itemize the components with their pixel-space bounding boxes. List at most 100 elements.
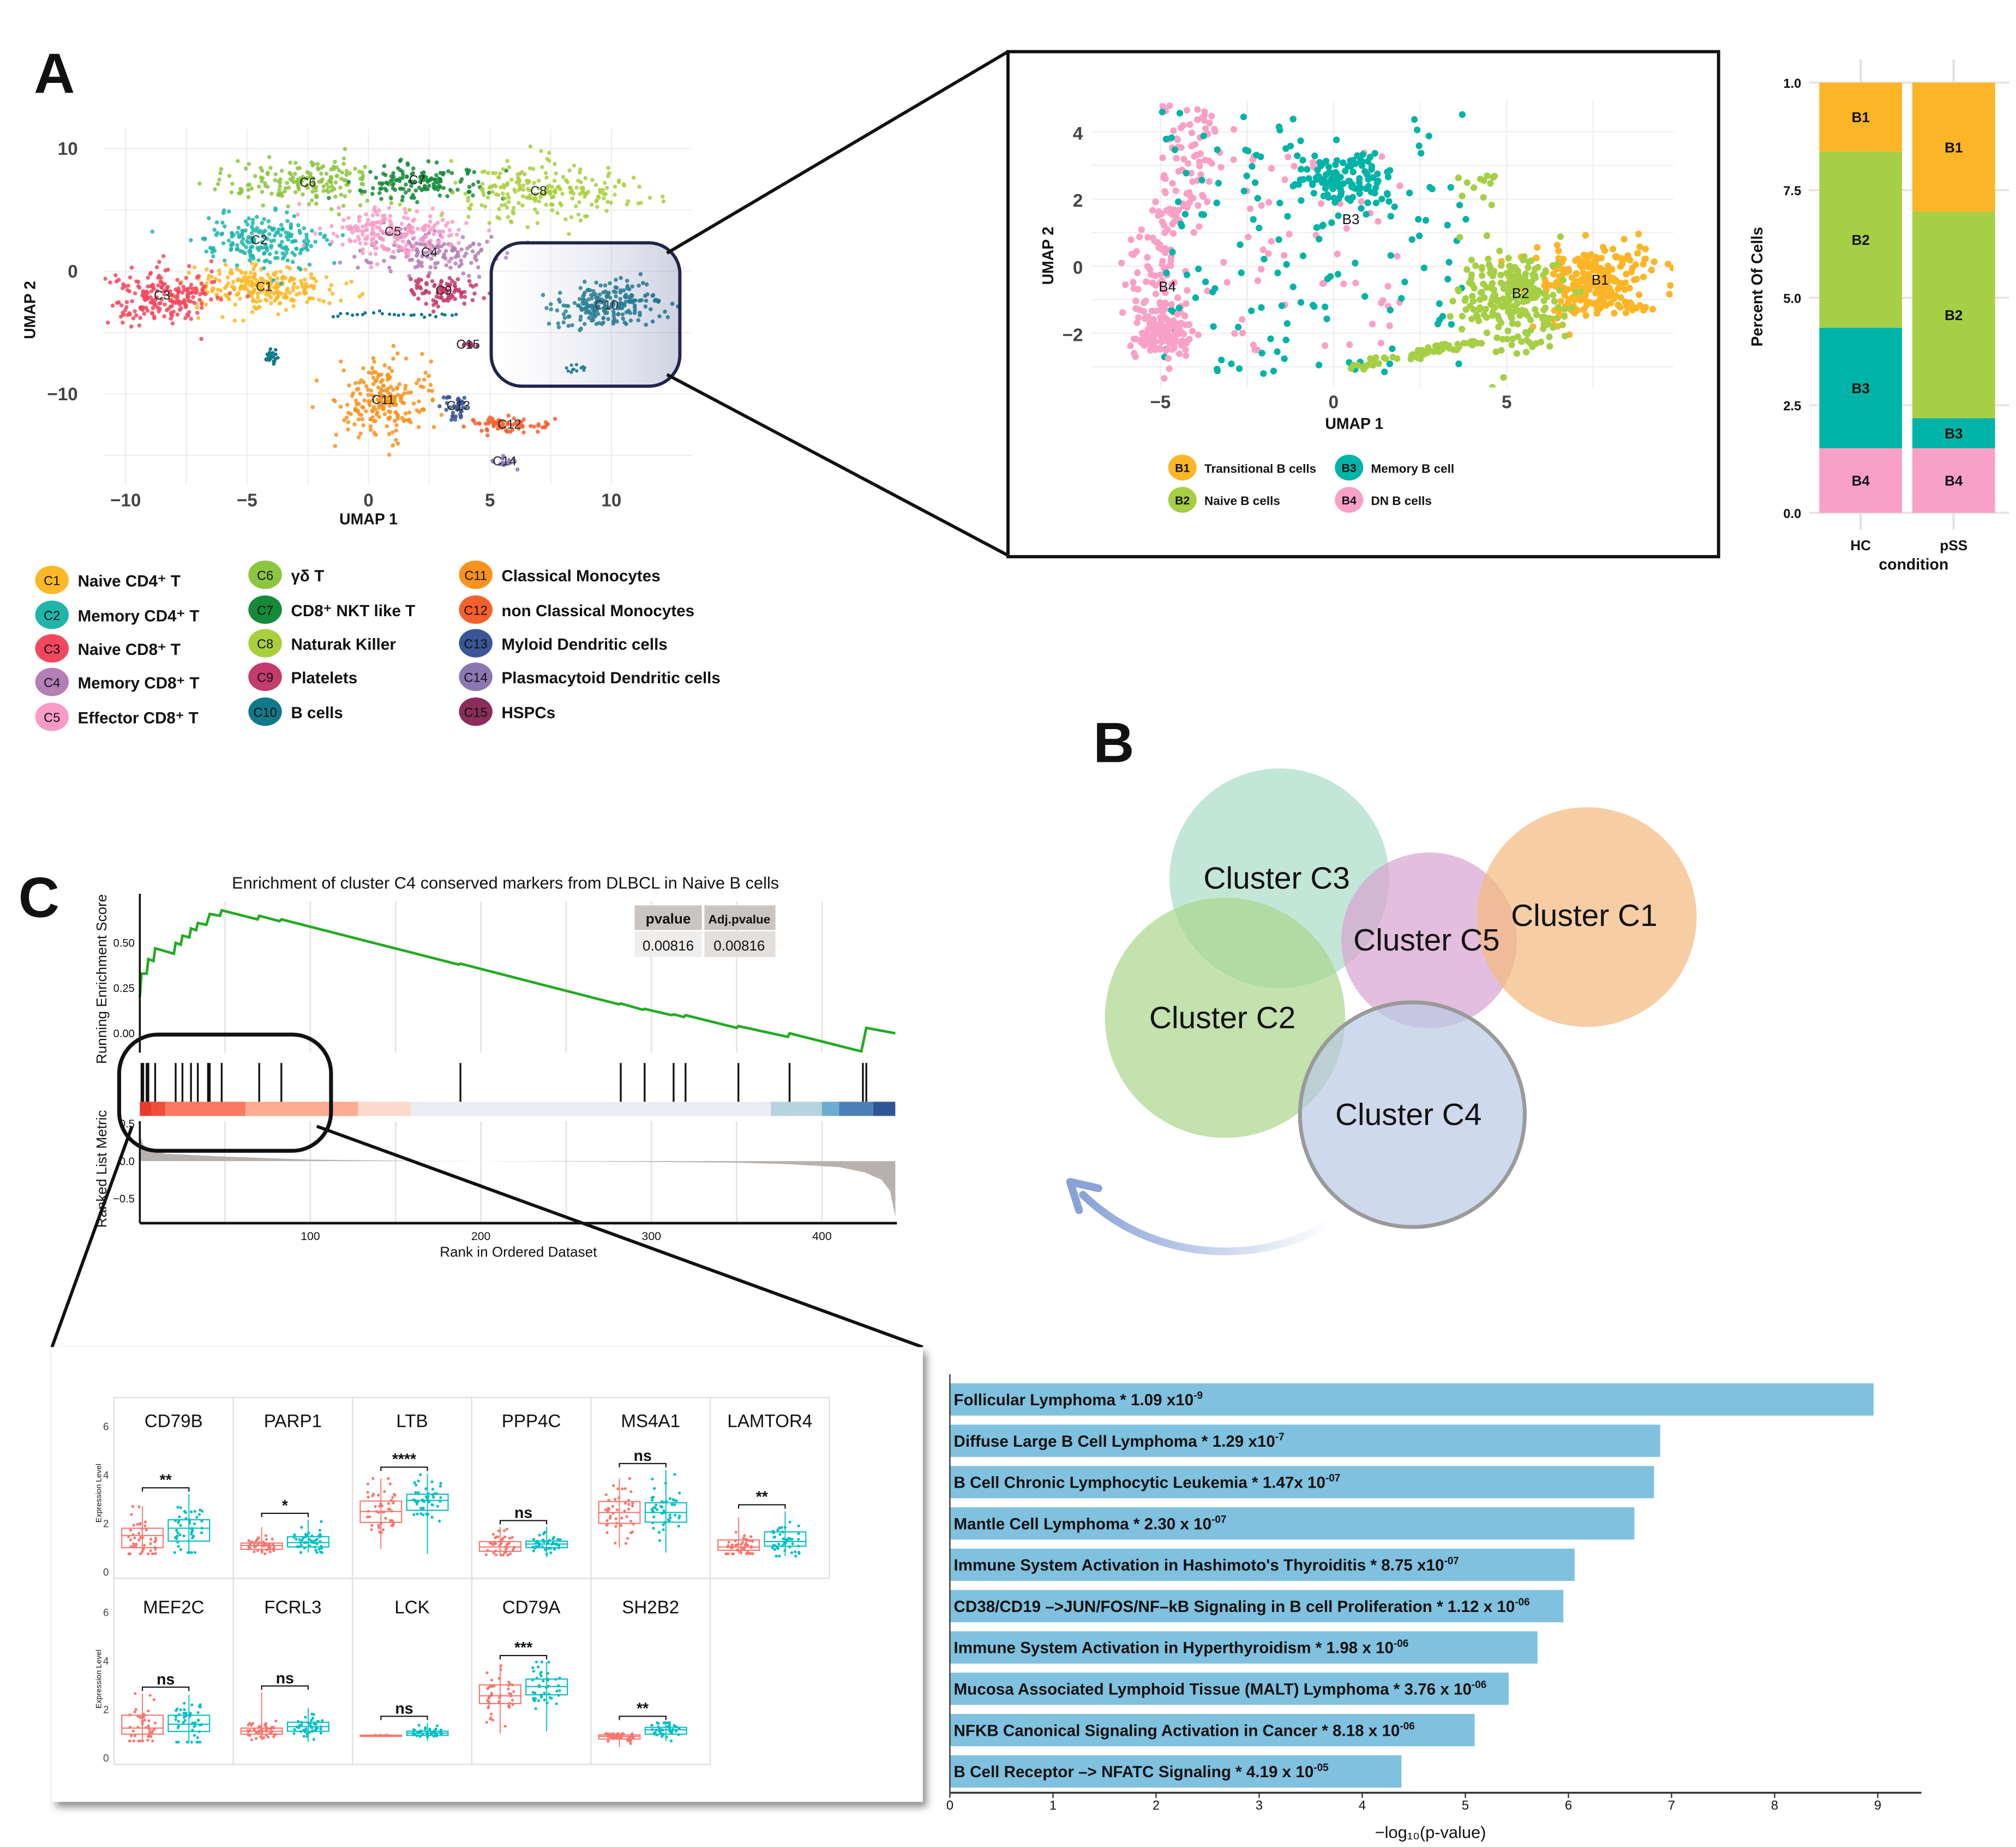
umap-point-c2 bbox=[244, 245, 249, 250]
umap-point-c6 bbox=[247, 162, 251, 166]
umap-point-c8 bbox=[501, 167, 505, 172]
umap-point-c1 bbox=[243, 270, 248, 275]
umap-b-point-b4 bbox=[1251, 346, 1258, 353]
significance-bracket bbox=[499, 1520, 548, 1525]
umap-b-point-b2 bbox=[1500, 374, 1507, 381]
jitter-point bbox=[293, 1728, 296, 1731]
jitter-point bbox=[128, 1713, 131, 1717]
umap-point-c4 bbox=[473, 254, 478, 258]
jitter-point bbox=[247, 1539, 250, 1542]
umap-point-c6 bbox=[293, 160, 298, 165]
jitter-point bbox=[664, 1500, 668, 1503]
jitter-point bbox=[734, 1539, 737, 1543]
umap-b-point-b4 bbox=[1190, 228, 1197, 236]
umap-point-c7 bbox=[472, 170, 477, 175]
umap-point-c2 bbox=[289, 234, 293, 238]
jitter-point bbox=[439, 1731, 443, 1735]
umap-point-c7 bbox=[466, 190, 471, 194]
umap-point-c1 bbox=[232, 318, 237, 323]
pathway-label-exponent: -06 bbox=[1400, 1720, 1414, 1732]
umap-point-c4 bbox=[387, 265, 392, 270]
pathway-label-exponent: -07 bbox=[1325, 1473, 1340, 1484]
jitter-point bbox=[439, 1728, 443, 1732]
connector-line bbox=[316, 1124, 923, 1349]
umap-point-c11 bbox=[395, 417, 400, 421]
umap-point-c8 bbox=[595, 204, 599, 209]
jitter-point bbox=[196, 1736, 199, 1739]
jitter-point bbox=[190, 1703, 194, 1706]
umap-point-c1 bbox=[231, 280, 236, 284]
jitter-point bbox=[435, 1732, 438, 1735]
y-tick-label: 1.0 bbox=[1783, 77, 1801, 91]
umap-b-point-b2 bbox=[1518, 338, 1525, 345]
jitter-point bbox=[666, 1721, 669, 1724]
umap-point-c3 bbox=[126, 284, 130, 288]
umap-point-c2 bbox=[241, 229, 245, 233]
umap-point-c12 bbox=[545, 422, 550, 426]
umap-point-c5 bbox=[422, 228, 426, 233]
gene-title: PPP4C bbox=[502, 1411, 561, 1431]
jitter-point bbox=[149, 1537, 153, 1541]
segment-label: B1 bbox=[1945, 139, 1963, 155]
umap-point-c9 bbox=[420, 291, 425, 296]
jitter-point bbox=[492, 1551, 495, 1555]
jitter-point bbox=[188, 1518, 191, 1521]
legend-swatch-label: C2 bbox=[44, 609, 60, 623]
umap-point-c9 bbox=[463, 294, 467, 299]
umap-point-c1 bbox=[349, 279, 353, 284]
jitter-point bbox=[418, 1729, 422, 1733]
umap-point-c11 bbox=[422, 377, 427, 382]
umap-b-point-b4 bbox=[1334, 250, 1341, 257]
jitter-point bbox=[788, 1520, 791, 1524]
umap-point-c2 bbox=[246, 240, 250, 245]
umap-b-point-b1 bbox=[1580, 269, 1587, 276]
umap-point-c8 bbox=[576, 212, 581, 217]
umap-b-point-b4 bbox=[1396, 182, 1403, 189]
jitter-point bbox=[677, 1727, 681, 1731]
umap-point-c8 bbox=[509, 220, 514, 225]
umap-b-point-b4 bbox=[1258, 266, 1265, 273]
umap-point-c1 bbox=[235, 267, 239, 271]
umap-point-c3 bbox=[124, 300, 129, 304]
jitter-point bbox=[661, 1729, 664, 1732]
jitter-point bbox=[415, 1502, 419, 1506]
cluster-label: C6 bbox=[299, 176, 316, 190]
umap-point-c11 bbox=[382, 412, 387, 417]
umap-point-c6 bbox=[324, 171, 329, 176]
umap-point-c9 bbox=[416, 280, 421, 285]
umap-point-c3 bbox=[154, 265, 159, 269]
umap-b-point-b4 bbox=[1148, 333, 1156, 340]
umap-point-c3 bbox=[219, 297, 224, 302]
umap-point-c9 bbox=[424, 282, 429, 287]
umap-point-c9 bbox=[426, 274, 431, 278]
jitter-point bbox=[304, 1716, 307, 1719]
umap-b-point-b3 bbox=[1238, 269, 1245, 276]
jitter-point bbox=[615, 1508, 619, 1512]
color-bar-segment bbox=[140, 1102, 152, 1116]
umap-b-point-b3 bbox=[1175, 304, 1183, 312]
umap-b-point-b3 bbox=[1340, 159, 1347, 166]
jitter-point bbox=[545, 1701, 549, 1705]
umap-point-c3 bbox=[215, 295, 220, 300]
umap-point-c6 bbox=[293, 172, 297, 176]
umap-point-c11 bbox=[370, 366, 375, 370]
umap-point-c1 bbox=[302, 287, 307, 292]
jitter-point bbox=[135, 1543, 138, 1546]
jitter-point bbox=[486, 1549, 489, 1552]
jitter-point bbox=[511, 1683, 514, 1687]
umap-b-point-b3 bbox=[1281, 355, 1288, 362]
umap-point-c8 bbox=[583, 194, 587, 199]
jitter-point bbox=[175, 1715, 178, 1718]
umap-point-c2 bbox=[258, 228, 262, 233]
umap-point-c1 bbox=[187, 270, 191, 275]
umap-point-c9 bbox=[469, 283, 473, 287]
umap-b-point-b4 bbox=[1132, 297, 1139, 305]
cluster-label: C1 bbox=[256, 280, 272, 294]
umap-b-point-b4 bbox=[1291, 163, 1298, 170]
umap-point-c2 bbox=[267, 232, 272, 237]
umap-point-c12 bbox=[493, 420, 497, 425]
jitter-point bbox=[509, 1692, 513, 1695]
jitter-point bbox=[544, 1686, 548, 1689]
umap-b-point-b1 bbox=[1573, 270, 1580, 277]
jitter-point bbox=[498, 1544, 502, 1547]
